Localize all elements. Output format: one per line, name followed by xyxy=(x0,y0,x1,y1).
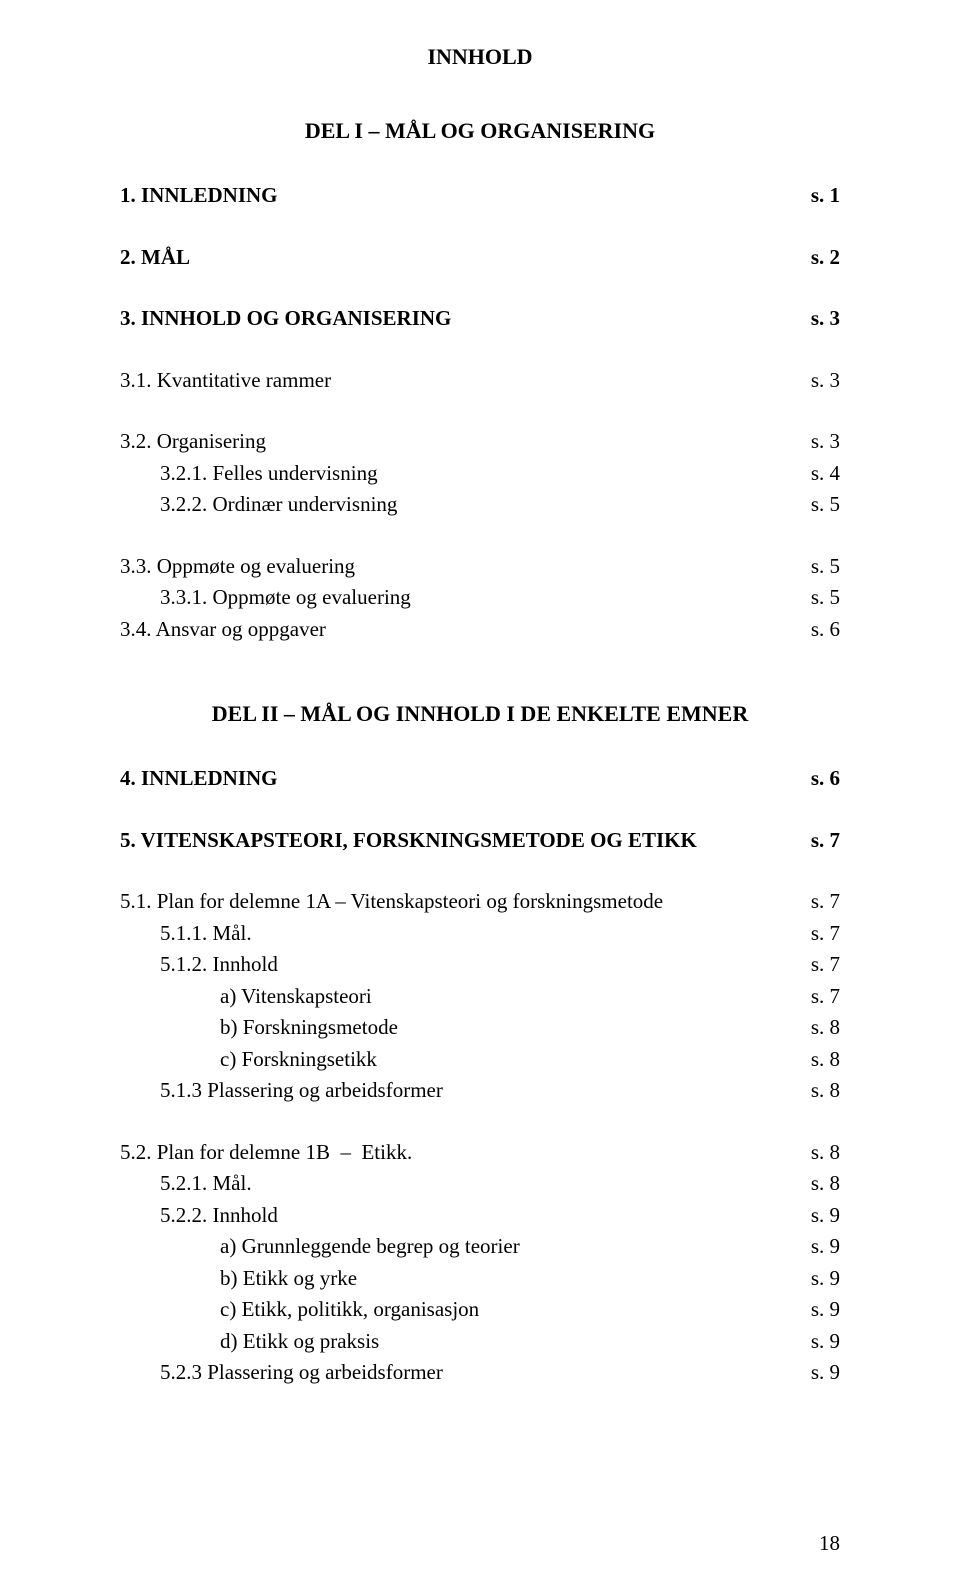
toc-page: s. 9 xyxy=(811,1326,840,1358)
toc-label: 5. VITENSKAPSTEORI, FORSKNINGSMETODE OG … xyxy=(120,825,787,857)
toc-entry-33: 3.3. Oppmøte og evaluering s. 5 xyxy=(120,551,840,583)
toc-page: s. 9 xyxy=(811,1200,840,1232)
toc-label: 1. INNLEDNING xyxy=(120,180,787,212)
toc-page: s. 8 xyxy=(811,1137,840,1169)
toc-page: s. 9 xyxy=(811,1231,840,1263)
toc-label: 3.1. Kvantitative rammer xyxy=(120,365,787,397)
toc-entry-513: 5.1.3 Plassering og arbeidsformer s. 8 xyxy=(120,1075,840,1107)
toc-entry-511: 5.1.1. Mål. s. 7 xyxy=(120,918,840,950)
toc-label: 4. INNLEDNING xyxy=(120,763,787,795)
toc-label: c) Forskningsetikk xyxy=(220,1044,787,1076)
toc-label: c) Etikk, politikk, organisasjon xyxy=(220,1294,787,1326)
toc-entry-2: 2. MÅL s. 2 xyxy=(120,242,840,274)
toc-entry-31: 3.1. Kvantitative rammer s. 3 xyxy=(120,365,840,397)
toc-label: 5.1. Plan for delemne 1A – Vitenskapsteo… xyxy=(120,886,787,918)
toc-entry-523: 5.2.3 Plassering og arbeidsformer s. 9 xyxy=(120,1357,840,1389)
toc-entry-321: 3.2.1. Felles undervisning s. 4 xyxy=(120,458,840,490)
toc-label: 5.1.1. Mål. xyxy=(160,918,787,950)
toc-label: 3.2.2. Ordinær undervisning xyxy=(160,489,787,521)
toc-page: s. 1 xyxy=(811,180,840,212)
toc-page: s. 9 xyxy=(811,1263,840,1295)
toc-page: s. 7 xyxy=(811,981,840,1013)
toc-label: 3.3.1. Oppmøte og evaluering xyxy=(160,582,787,614)
toc-entry-512c: c) Forskningsetikk s. 8 xyxy=(120,1044,840,1076)
toc-page: s. 8 xyxy=(811,1168,840,1200)
toc-page: s. 7 xyxy=(811,949,840,981)
toc-label: 5.2.2. Innhold xyxy=(160,1200,787,1232)
toc-page: s. 8 xyxy=(811,1075,840,1107)
toc-entry-522: 5.2.2. Innhold s. 9 xyxy=(120,1200,840,1232)
toc-page: s. 3 xyxy=(811,426,840,458)
toc-label: 3.2. Organisering xyxy=(120,426,787,458)
toc-entry-322: 3.2.2. Ordinær undervisning s. 5 xyxy=(120,489,840,521)
toc-entry-522c: c) Etikk, politikk, organisasjon s. 9 xyxy=(120,1294,840,1326)
toc-page: s. 5 xyxy=(811,489,840,521)
toc-page: s. 3 xyxy=(811,365,840,397)
toc-entry-52: 5.2. Plan for delemne 1B – Etikk. s. 8 xyxy=(120,1137,840,1169)
part-1-heading: DEL I – MÅL OG ORGANISERING xyxy=(120,118,840,144)
toc-entry-522d: d) Etikk og praksis s. 9 xyxy=(120,1326,840,1358)
toc-label: b) Forskningsmetode xyxy=(220,1012,787,1044)
toc-entry-512: 5.1.2. Innhold s. 7 xyxy=(120,949,840,981)
toc-label: d) Etikk og praksis xyxy=(220,1326,787,1358)
toc-entry-51: 5.1. Plan for delemne 1A – Vitenskapsteo… xyxy=(120,886,840,918)
toc-label: 3.4. Ansvar og oppgaver xyxy=(120,614,787,646)
toc-entry-32: 3.2. Organisering s. 3 xyxy=(120,426,840,458)
toc-entry-522a: a) Grunnleggende begrep og teorier s. 9 xyxy=(120,1231,840,1263)
toc-page: s. 6 xyxy=(811,614,840,646)
toc-label: 3.2.1. Felles undervisning xyxy=(160,458,787,490)
toc-page: s. 2 xyxy=(811,242,840,274)
toc-entry-331: 3.3.1. Oppmøte og evaluering s. 5 xyxy=(120,582,840,614)
toc-entry-4: 4. INNLEDNING s. 6 xyxy=(120,763,840,795)
toc-entry-521: 5.2.1. Mål. s. 8 xyxy=(120,1168,840,1200)
toc-page: s. 8 xyxy=(811,1012,840,1044)
toc-page: s. 8 xyxy=(811,1044,840,1076)
toc-entry-3: 3. INNHOLD OG ORGANISERING s. 3 xyxy=(120,303,840,335)
document-page: INNHOLD DEL I – MÅL OG ORGANISERING 1. I… xyxy=(0,0,960,1586)
toc-page: s. 9 xyxy=(811,1357,840,1389)
toc-label: a) Grunnleggende begrep og teorier xyxy=(220,1231,787,1263)
toc-entry-512a: a) Vitenskapsteori s. 7 xyxy=(120,981,840,1013)
toc-entry-5: 5. VITENSKAPSTEORI, FORSKNINGSMETODE OG … xyxy=(120,825,840,857)
toc-page: s. 7 xyxy=(811,825,840,857)
toc-label: 5.1.3 Plassering og arbeidsformer xyxy=(160,1075,787,1107)
toc-page: s. 5 xyxy=(811,551,840,583)
toc-label: 5.2.1. Mål. xyxy=(160,1168,787,1200)
toc-page: s. 3 xyxy=(811,303,840,335)
page-title: INNHOLD xyxy=(120,44,840,70)
toc-page: s. 9 xyxy=(811,1294,840,1326)
toc-label: b) Etikk og yrke xyxy=(220,1263,787,1295)
toc-label: 3.3. Oppmøte og evaluering xyxy=(120,551,787,583)
toc-entry-512b: b) Forskningsmetode s. 8 xyxy=(120,1012,840,1044)
toc-label: 5.1.2. Innhold xyxy=(160,949,787,981)
toc-label: 2. MÅL xyxy=(120,242,787,274)
toc-label: 5.2.3 Plassering og arbeidsformer xyxy=(160,1357,787,1389)
toc-page: s. 7 xyxy=(811,918,840,950)
toc-label: 5.2. Plan for delemne 1B – Etikk. xyxy=(120,1137,787,1169)
page-number: 18 xyxy=(819,1531,840,1556)
toc-label: a) Vitenskapsteori xyxy=(220,981,787,1013)
toc-entry-1: 1. INNLEDNING s. 1 xyxy=(120,180,840,212)
toc-page: s. 6 xyxy=(811,763,840,795)
toc-page: s. 7 xyxy=(811,886,840,918)
toc-entry-522b: b) Etikk og yrke s. 9 xyxy=(120,1263,840,1295)
toc-page: s. 4 xyxy=(811,458,840,490)
toc-page: s. 5 xyxy=(811,582,840,614)
part-2-heading: DEL II – MÅL OG INNHOLD I DE ENKELTE EMN… xyxy=(120,701,840,727)
toc-label: 3. INNHOLD OG ORGANISERING xyxy=(120,303,787,335)
toc-entry-34: 3.4. Ansvar og oppgaver s. 6 xyxy=(120,614,840,646)
